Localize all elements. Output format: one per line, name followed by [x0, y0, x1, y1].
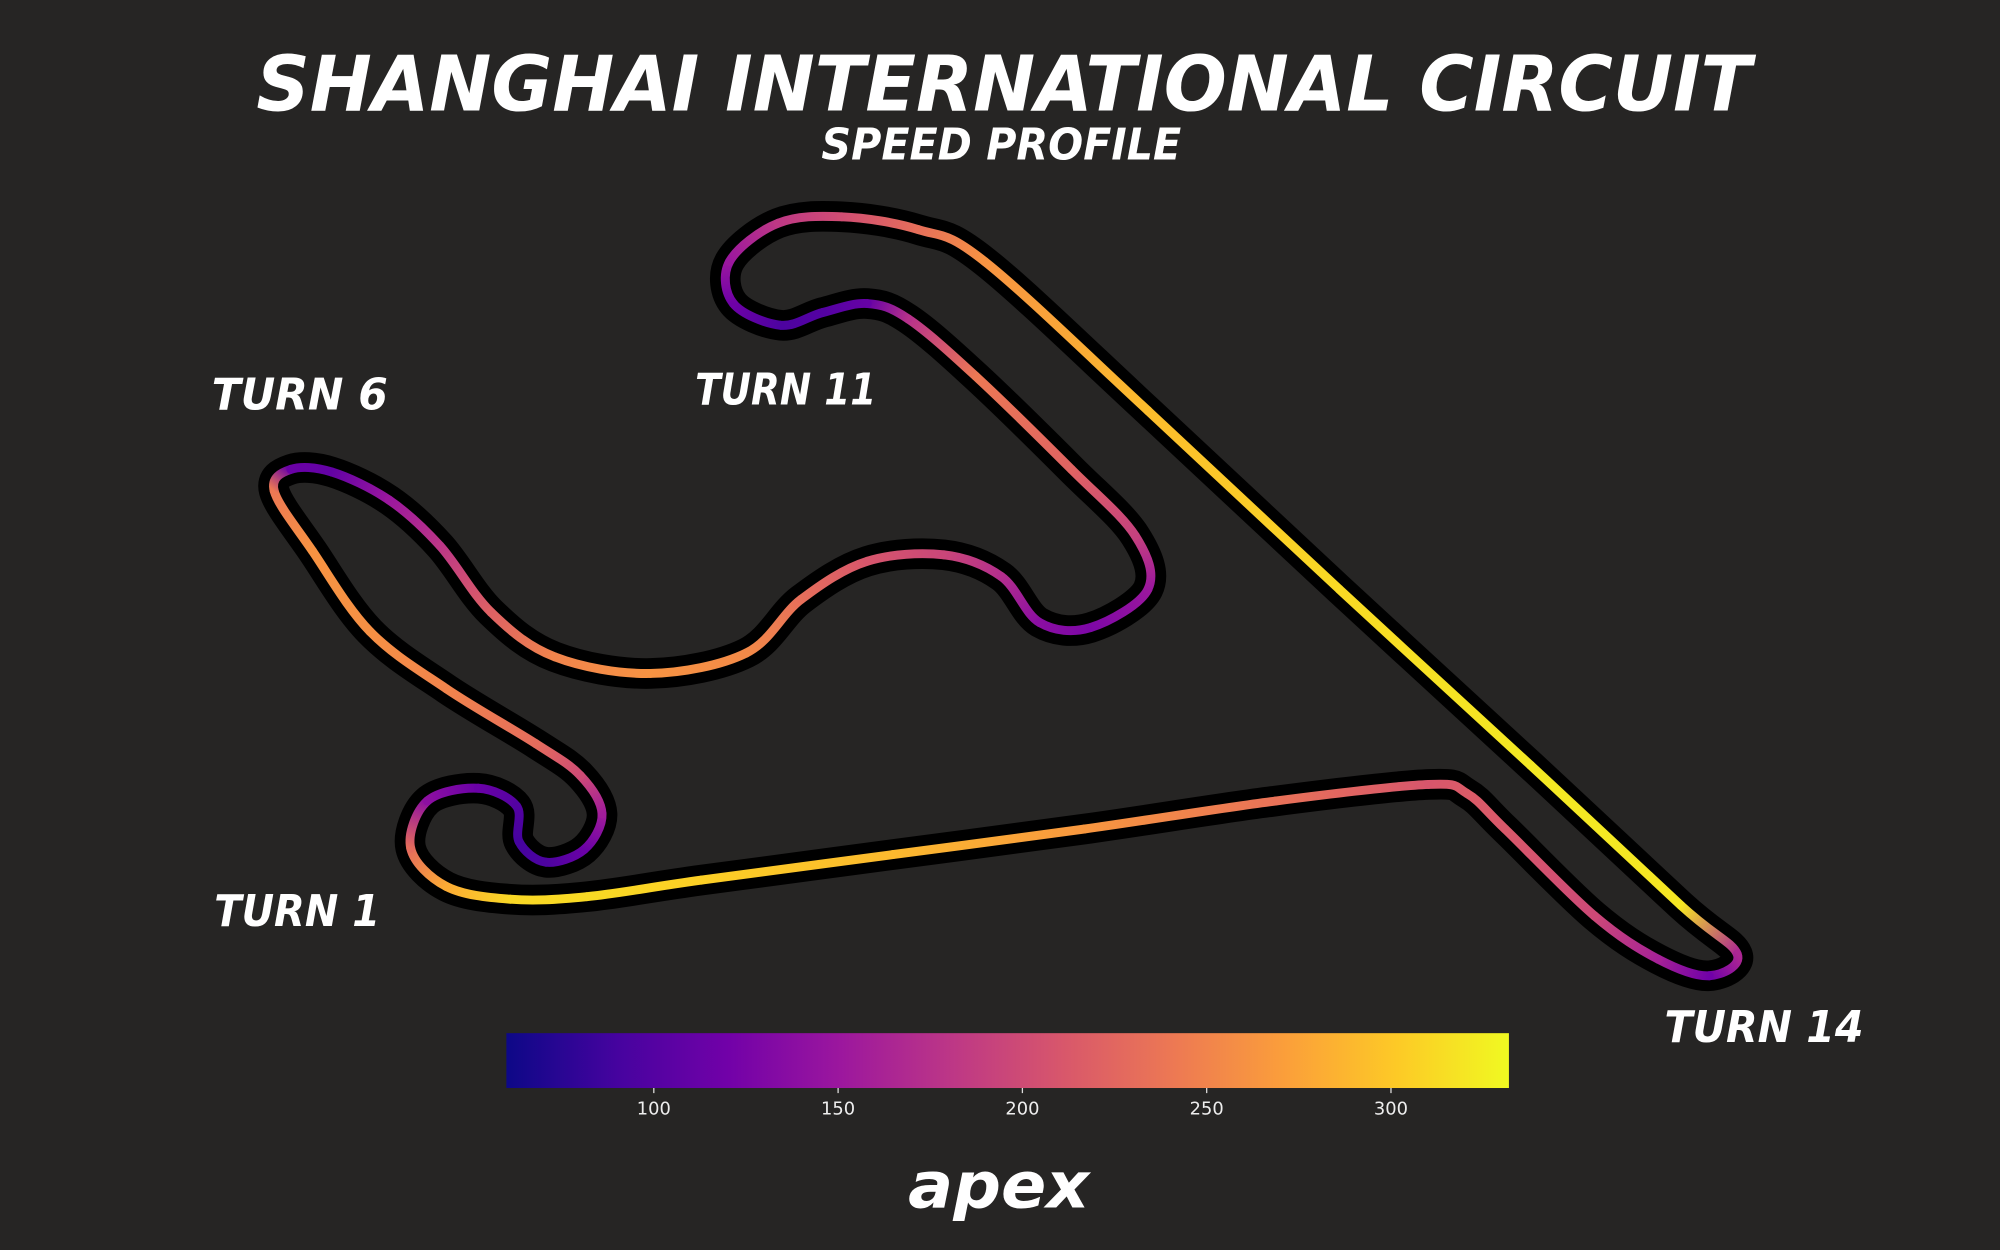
turn-label: TURN 14	[1665, 1003, 1864, 1053]
track-segment	[646, 648, 751, 678]
track-segment	[550, 652, 655, 678]
track-segment	[582, 875, 706, 902]
turn-label: TURN 1	[214, 887, 380, 937]
track-segment	[913, 225, 990, 266]
track-segment	[1334, 584, 1536, 770]
colorbar-tick-label: 100	[637, 1099, 671, 1120]
colorbar-scale	[506, 1033, 1509, 1089]
colorbar-tick-label: 300	[1374, 1099, 1408, 1120]
track-segment	[888, 824, 1089, 860]
track-segment	[1526, 760, 1686, 911]
track-segment	[531, 739, 585, 780]
colorbar: 100 150 200 250 300	[506, 1033, 1509, 1120]
track-segment	[862, 549, 949, 566]
colorbar-tick-label: 150	[821, 1099, 855, 1120]
track-segment	[1271, 779, 1434, 806]
track-segment	[1066, 464, 1140, 541]
track-segment	[1424, 779, 1472, 798]
chart-subtitle: SPEED PROFILE	[821, 120, 1181, 170]
track-segment	[773, 211, 847, 228]
track-segment	[980, 257, 1153, 416]
track-segment	[837, 212, 923, 235]
track-segment	[505, 892, 592, 905]
track-segment	[512, 801, 524, 847]
track-segment	[365, 626, 451, 694]
track-segment	[435, 541, 496, 617]
track-segment	[1130, 531, 1156, 594]
track-segment	[1079, 796, 1280, 834]
track-segment	[971, 371, 1076, 474]
track-segment	[1143, 406, 1344, 594]
turn-label: TURN 11	[695, 365, 876, 415]
track-segment	[286, 462, 337, 477]
track-segment	[1035, 617, 1096, 636]
track-segment	[697, 850, 898, 885]
chart-title: SHANGHAI INTERNATIONAL CIRCUIT	[256, 40, 1757, 129]
track-segment	[1653, 954, 1714, 981]
track	[258, 201, 1754, 992]
track-segment	[725, 218, 783, 266]
track-segment	[308, 546, 375, 636]
track-segment	[441, 684, 541, 749]
colorbar-tick-label: 250	[1190, 1099, 1224, 1120]
turn-label: TURN 6	[212, 370, 388, 420]
track-segment	[1086, 584, 1153, 633]
track-segment	[741, 595, 806, 658]
track-segment	[939, 550, 1006, 581]
colorbar-tick-label: 200	[1005, 1099, 1039, 1120]
track-segment	[486, 607, 560, 662]
track-segment	[796, 556, 872, 604]
track-segment	[1500, 824, 1599, 921]
track-segment	[327, 467, 394, 505]
track-segment	[1589, 911, 1663, 964]
track-segment	[384, 495, 445, 551]
track-segment	[441, 882, 515, 904]
logo: apex	[908, 1150, 1091, 1224]
track-segment	[903, 314, 981, 381]
